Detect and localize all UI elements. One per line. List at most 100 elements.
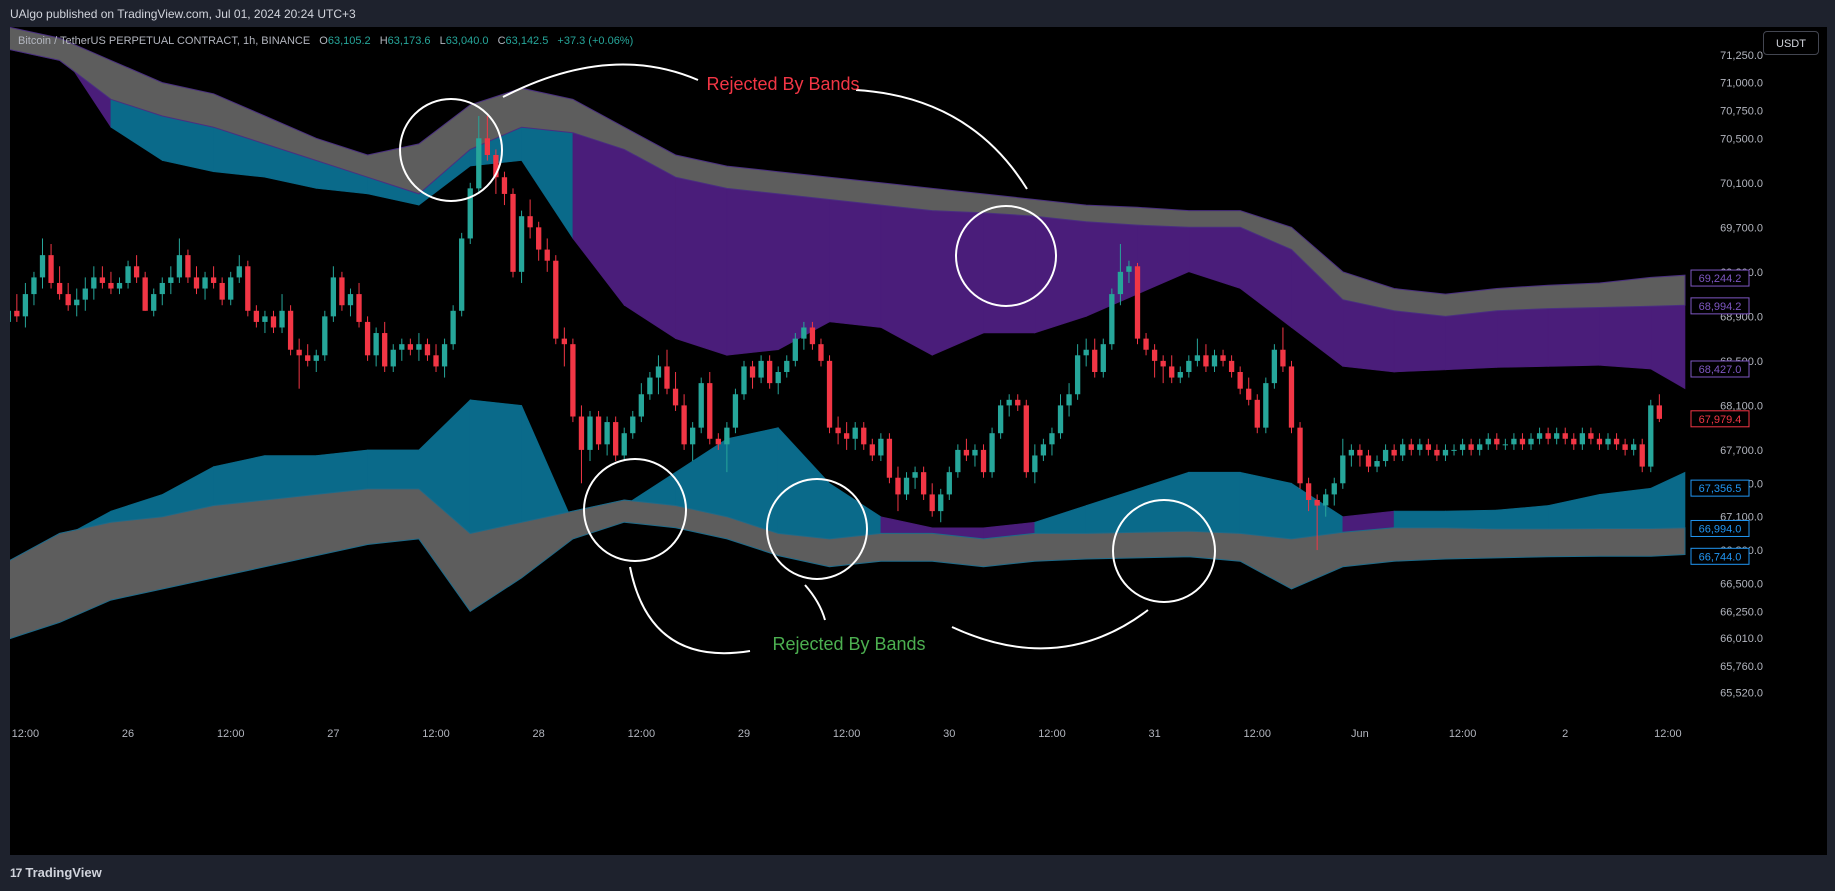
candle-body (1485, 438, 1491, 445)
candle (536, 221, 542, 261)
candle (459, 232, 465, 317)
price-tag-box (1690, 519, 1750, 537)
candle-body (1109, 294, 1115, 345)
price-tick-label: 66,500.0 (1720, 578, 1763, 590)
candle (228, 271, 234, 306)
candle (980, 444, 987, 478)
candle-body (767, 360, 773, 384)
candle (1100, 338, 1106, 378)
candle (1631, 438, 1637, 456)
price-tag-label: 69,244.2 (1699, 273, 1742, 285)
candle (664, 349, 670, 395)
candle (159, 277, 165, 306)
published-text: UAlgo published on TradingView.com, Jul … (10, 7, 356, 21)
candle-body (390, 349, 396, 367)
lower-fill-segment (1496, 505, 1549, 530)
candle-body (1622, 444, 1628, 450)
candle (399, 338, 405, 361)
price-tick-label: 71,000.0 (1720, 78, 1763, 90)
candle (484, 116, 491, 161)
candle (1613, 433, 1620, 450)
candle-body (749, 366, 756, 378)
tradingview-logo[interactable]: 17 TradingView (10, 865, 102, 880)
candle (1117, 244, 1124, 306)
candle (287, 305, 294, 356)
candle-body (655, 366, 662, 378)
candle (1323, 488, 1329, 517)
candle (630, 410, 636, 439)
candle (1177, 366, 1183, 384)
candle-body (1314, 499, 1320, 506)
candle-body (1477, 444, 1483, 450)
candle (441, 338, 448, 378)
candle (1109, 288, 1115, 350)
candle-body (698, 383, 704, 428)
candle-body (459, 238, 465, 311)
candle (920, 466, 927, 500)
candle (330, 266, 337, 322)
candle-body (56, 282, 63, 295)
candle-body (801, 327, 807, 339)
candle-body (313, 355, 319, 361)
candle (809, 321, 816, 350)
chart-canvas[interactable]: Rejected By Bands Rejected By Bands 71,25… (10, 27, 1827, 855)
time-tick-label: 31 (1148, 728, 1160, 740)
candle-body (613, 422, 619, 456)
candle (1288, 360, 1295, 434)
candle-body (604, 422, 610, 445)
candle (561, 327, 567, 367)
candle-body (869, 444, 875, 456)
candle (210, 266, 217, 289)
candle-body (946, 472, 952, 495)
candle (775, 366, 781, 395)
candle-body (1502, 444, 1509, 446)
lower-fill-segment (726, 427, 779, 534)
candle-body (330, 277, 337, 317)
lower-fill-segment (829, 482, 882, 540)
candle (142, 271, 148, 311)
candle (1169, 355, 1175, 384)
candle (1554, 427, 1560, 445)
tradingview-icon: 17 (10, 866, 22, 880)
chart-area[interactable]: Rejected By Bands Rejected By Bands 71,25… (10, 27, 1827, 855)
candle-body (1459, 444, 1466, 450)
candle-body (1057, 405, 1064, 434)
candle (621, 427, 627, 462)
annotation-arc-4 (804, 584, 826, 621)
candle (1331, 477, 1337, 506)
annotation-circle-2 (955, 205, 1057, 307)
candle (1596, 433, 1603, 450)
price-tick-label: 70,750.0 (1720, 105, 1763, 117)
candle-body (518, 216, 525, 272)
time-tick-label: 12:00 (422, 728, 450, 740)
candle (39, 238, 46, 289)
candle-body (1571, 438, 1577, 445)
candle-body (501, 177, 508, 194)
annotation-circle-3 (583, 458, 687, 562)
lower-fill-segment (1393, 510, 1446, 529)
candle-body (1288, 366, 1295, 428)
candle-body (168, 277, 174, 283)
currency-button[interactable]: USDT (1763, 31, 1819, 55)
candle (424, 338, 431, 361)
header-bar: UAlgo published on TradingView.com, Jul … (0, 0, 1835, 27)
lower-fill-segment (1599, 487, 1652, 529)
candle-body (1494, 438, 1500, 445)
candle-body (587, 416, 593, 450)
candle-body (1297, 427, 1303, 484)
candle-body (65, 294, 71, 306)
candle-body (1408, 444, 1414, 450)
candle-body (416, 344, 422, 350)
candle (219, 277, 225, 306)
candle (1143, 333, 1149, 356)
candle-body (99, 277, 106, 283)
price-tag-label: 66,744.0 (1699, 551, 1742, 563)
candle (1357, 444, 1363, 467)
candle (1468, 438, 1474, 456)
time-tick-label: 12:00 (1449, 728, 1477, 740)
candle (818, 338, 824, 367)
candle-body (1331, 483, 1337, 495)
candle-body (955, 449, 961, 473)
candle-body (219, 282, 225, 300)
time-tick-label: 12:00 (628, 728, 656, 740)
